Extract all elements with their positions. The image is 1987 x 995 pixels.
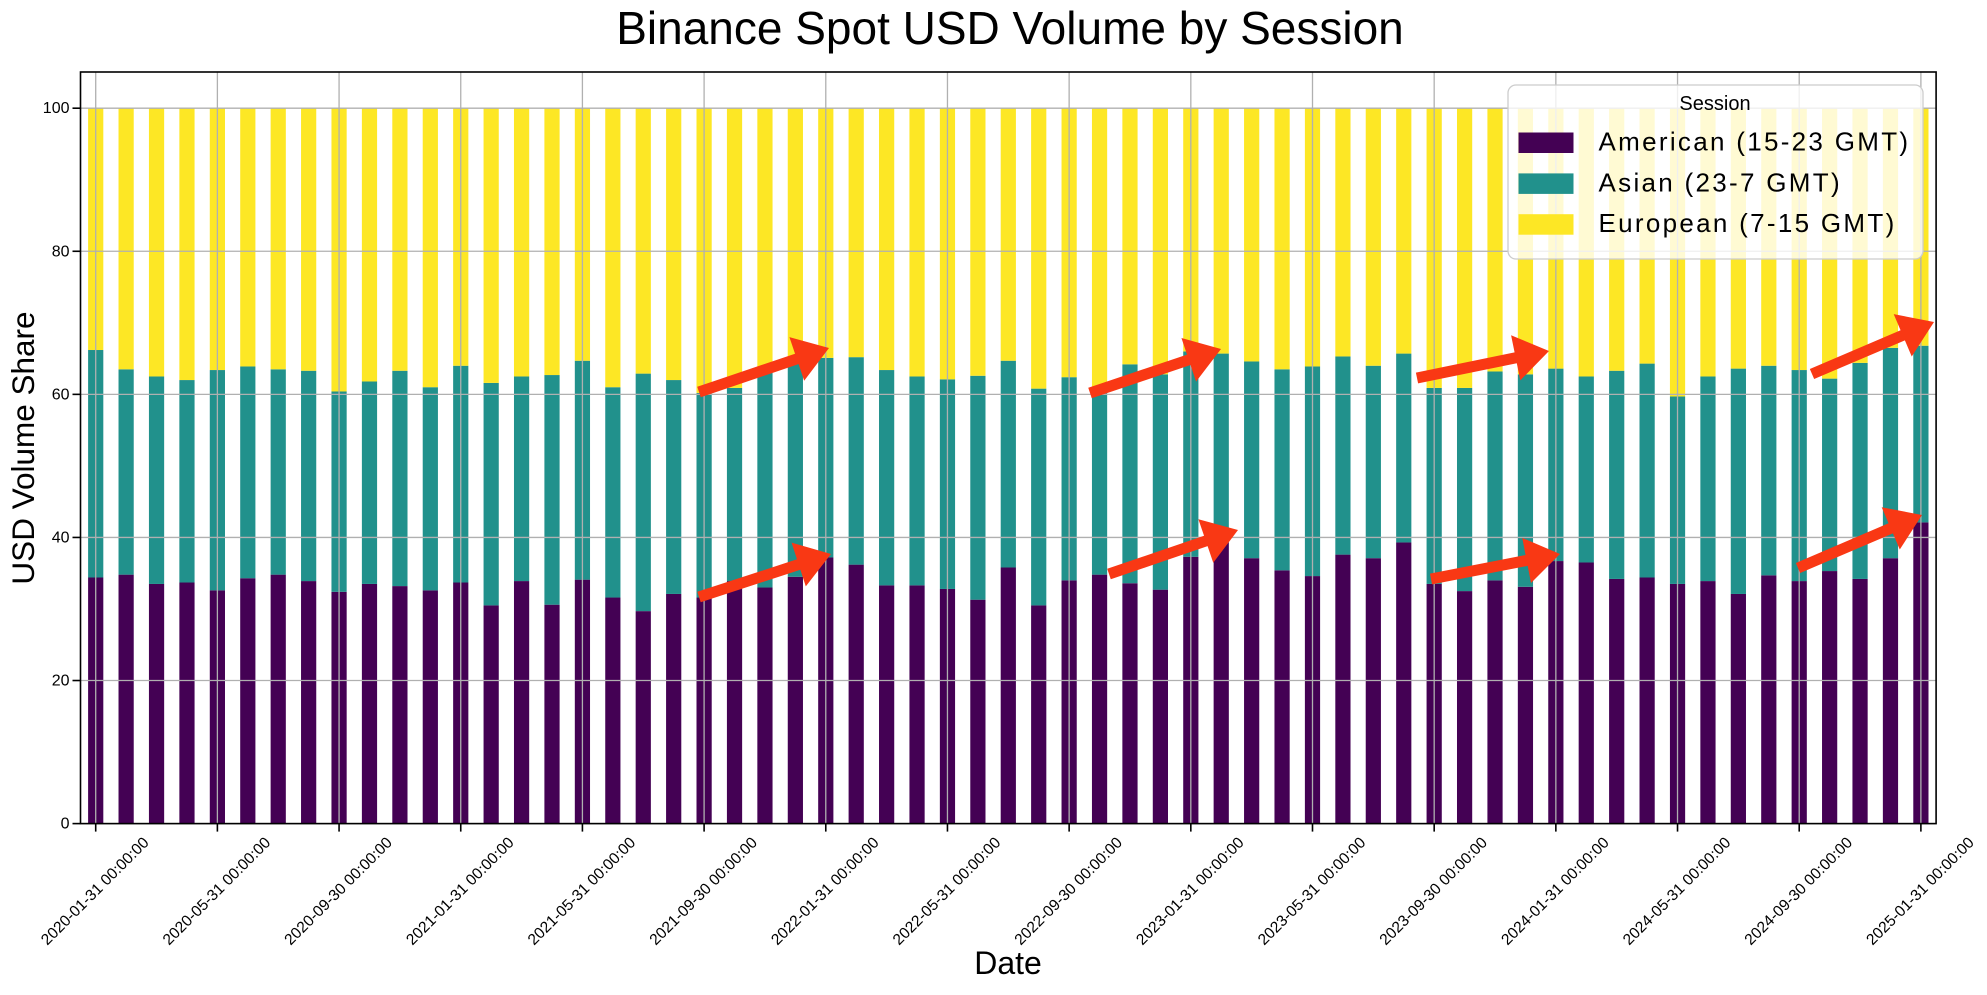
svg-text:40: 40 bbox=[52, 529, 70, 546]
svg-text:Binance Spot USD Volume by Ses: Binance Spot USD Volume by Session bbox=[616, 2, 1404, 54]
svg-text:USD Volume Share: USD Volume Share bbox=[5, 311, 41, 584]
svg-text:Session: Session bbox=[1679, 93, 1750, 115]
svg-text:Asian (23-7 GMT): Asian (23-7 GMT) bbox=[1599, 167, 1842, 197]
svg-text:Date: Date bbox=[974, 945, 1042, 981]
svg-text:European (7-15 GMT): European (7-15 GMT) bbox=[1599, 208, 1897, 238]
svg-text:60: 60 bbox=[52, 386, 70, 403]
svg-text:20: 20 bbox=[52, 673, 70, 690]
svg-text:American (15-23 GMT): American (15-23 GMT) bbox=[1599, 127, 1911, 157]
svg-text:0: 0 bbox=[61, 816, 70, 833]
svg-text:100: 100 bbox=[43, 100, 70, 117]
svg-text:80: 80 bbox=[52, 243, 70, 260]
